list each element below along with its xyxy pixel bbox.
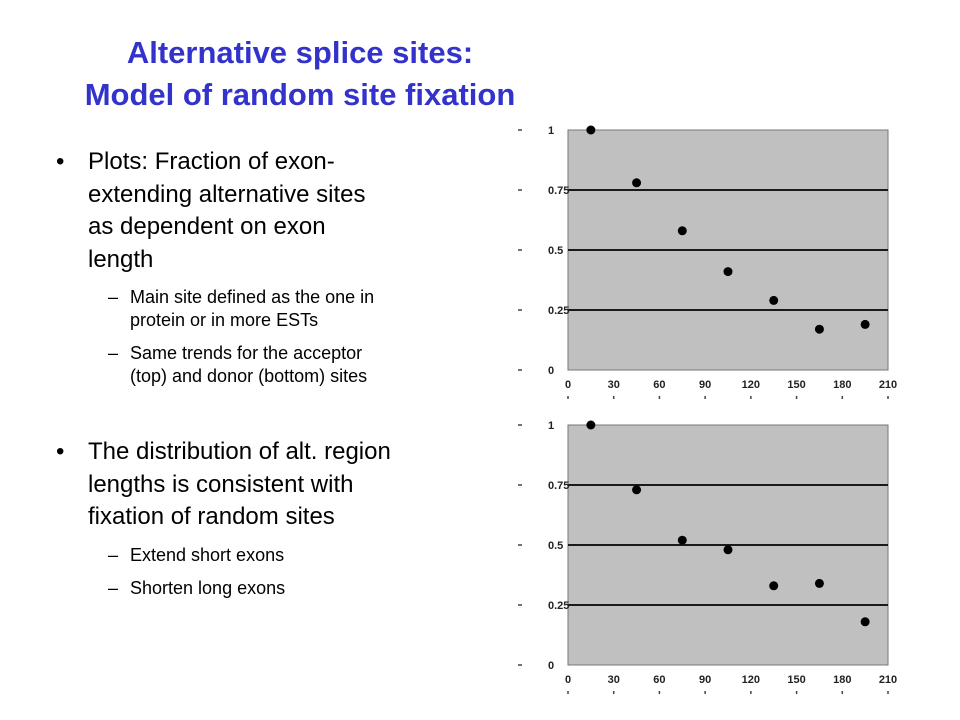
title-line-2: Model of random site fixation	[84, 77, 516, 112]
bullet-line: The distribution of alt. region	[88, 438, 391, 465]
data-point	[723, 267, 733, 277]
bullet-line: Plots: Fraction of exon-	[88, 148, 335, 175]
bullet-line: fixation of random sites	[88, 503, 335, 530]
bullet-distribution: • The distribution of alt. region length…	[56, 436, 504, 534]
data-point	[677, 226, 687, 236]
charts: 0 0.25 0.5 0.75 1 0 30 60 90 120 150 180 210 0 0.25 0.…	[510, 118, 910, 707]
x-tick-label: 120	[742, 379, 760, 391]
sub-bullet-shorten: – Shorten long exons	[56, 577, 504, 600]
slide-title: Alternative splice sites: Model of rando…	[0, 32, 600, 116]
y-tick-label: 0	[548, 660, 554, 672]
bullet-plots: • Plots: Fraction of exon- extending alt…	[56, 146, 504, 276]
sub-bullet-line: Main site defined as the one in	[130, 287, 375, 307]
sub-bullet-dash: –	[108, 577, 119, 598]
x-tick-label: 180	[833, 674, 851, 686]
x-tick-label: 120	[742, 674, 760, 686]
y-tick-label: 0	[548, 365, 554, 377]
data-point	[586, 125, 596, 135]
title-line-1: Alternative splice sites:	[126, 35, 474, 70]
data-point	[723, 545, 733, 555]
sub-bullet-line: Same trends for the acceptor	[130, 343, 363, 363]
data-point	[632, 485, 642, 495]
sub-bullet-same-trends: – Same trends for the acceptor (top) and…	[56, 342, 504, 388]
x-tick-label: 0	[565, 674, 571, 686]
data-point	[586, 420, 596, 430]
data-point	[769, 581, 779, 591]
x-tick-label: 90	[699, 674, 711, 686]
bullet-dot: •	[56, 438, 65, 465]
acceptor-chart: 0 0.25 0.5 0.75 1 0 30 60 90 120 150 180 210	[518, 125, 897, 399]
x-tick-label: 30	[608, 674, 620, 686]
data-point	[860, 617, 870, 627]
sub-bullet-dash: –	[108, 343, 119, 363]
data-point	[632, 178, 642, 188]
data-point	[677, 535, 687, 545]
y-tick-label: 0.75	[548, 480, 569, 492]
bullet-line: extending alternative sites	[88, 180, 366, 208]
y-tick-label: 0.75	[548, 185, 569, 197]
sub-bullet-line: (top) and donor (bottom) sites	[130, 366, 368, 386]
sub-bullet-line: protein or in more ESTs	[130, 310, 319, 330]
x-tick-label: 30	[608, 379, 620, 391]
bullet-line: length	[88, 245, 154, 273]
y-tick-label: 1	[548, 125, 554, 137]
sub-bullet-dash: –	[108, 544, 119, 565]
data-point	[860, 319, 870, 329]
y-tick-label: 0.25	[548, 600, 569, 612]
x-tick-label: 210	[879, 674, 897, 686]
x-tick-label: 0	[565, 379, 571, 391]
y-tick-label: 0.25	[548, 305, 569, 317]
bullet-line: lengths is consistent with	[88, 470, 354, 498]
bullet-line: as dependent on exon	[88, 213, 326, 240]
sub-bullet-line: Shorten long exons	[130, 577, 286, 598]
donor-chart: 0 0.25 0.5 0.75 1 0 30 60 90 120 150 180 210	[518, 420, 897, 694]
sub-bullet-extend: – Extend short exons	[56, 544, 504, 567]
sub-bullet-main-site: – Main site defined as the one in protei…	[56, 286, 504, 332]
data-point	[769, 295, 779, 305]
bullet-list: • Plots: Fraction of exon- extending alt…	[56, 146, 504, 600]
x-tick-label: 60	[653, 379, 665, 391]
x-tick-label: 180	[833, 379, 851, 391]
y-tick-label: 1	[548, 420, 554, 432]
y-tick-label: 0.5	[548, 540, 563, 552]
x-tick-label: 210	[879, 379, 897, 391]
x-tick-label: 60	[653, 674, 665, 686]
data-point	[814, 324, 824, 334]
sub-bullet-dash: –	[108, 287, 119, 307]
y-tick-label: 0.5	[548, 245, 563, 257]
x-tick-label: 150	[787, 379, 805, 391]
bullet-dot: •	[56, 148, 65, 175]
data-point	[814, 578, 824, 588]
x-tick-label: 90	[699, 379, 711, 391]
x-tick-label: 150	[787, 674, 805, 686]
sub-bullet-line: Extend short exons	[130, 544, 285, 565]
